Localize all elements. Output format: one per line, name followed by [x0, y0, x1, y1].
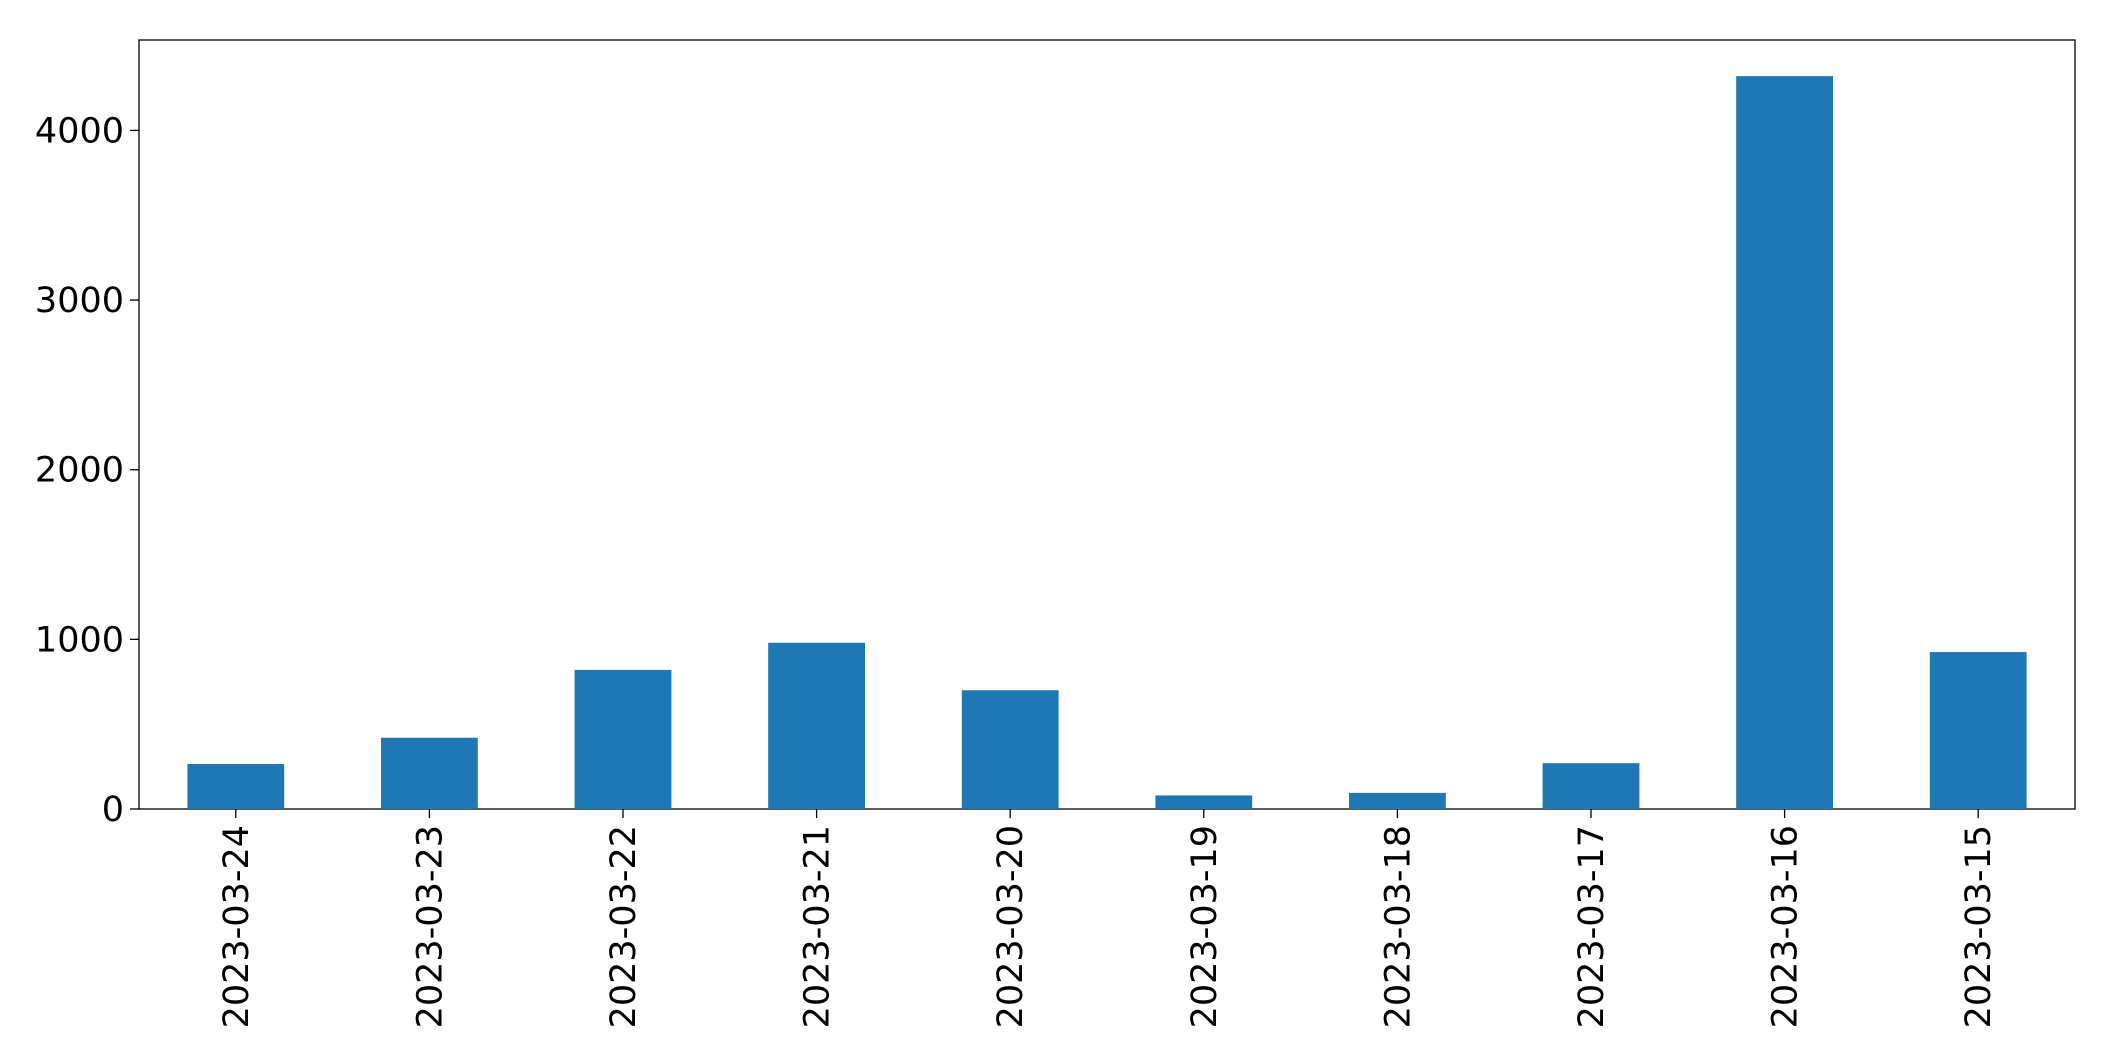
y-tick-label: 0 — [102, 790, 124, 830]
bar — [187, 764, 285, 809]
plot-frame — [138, 39, 2076, 810]
y-tick-label: 1000 — [35, 620, 124, 660]
bar — [1736, 76, 1833, 810]
bar — [1542, 763, 1640, 809]
bar — [1155, 795, 1253, 809]
bar — [574, 669, 672, 809]
x-tick-label: 2023-03-24 — [217, 825, 257, 1028]
x-tick-label: 2023-03-20 — [991, 825, 1031, 1028]
x-tick-label: 2023-03-23 — [410, 825, 450, 1028]
x-tick-label: 2023-03-19 — [1185, 825, 1225, 1028]
x-tick-label: 2023-03-18 — [1378, 825, 1418, 1028]
bar — [1349, 792, 1446, 809]
x-tick-label: 2023-03-21 — [798, 825, 838, 1028]
x-tick-label: 2023-03-22 — [604, 825, 644, 1028]
bar — [768, 642, 865, 809]
y-tick-label: 3000 — [35, 281, 124, 321]
x-tick-label: 2023-03-15 — [1959, 825, 1999, 1028]
y-tick-label: 4000 — [35, 111, 124, 151]
bar — [1929, 652, 2027, 809]
bar — [381, 737, 478, 809]
y-tick-label: 2000 — [35, 451, 124, 491]
bar — [961, 690, 1059, 809]
x-tick-label: 2023-03-16 — [1766, 825, 1806, 1028]
x-tick-label: 2023-03-17 — [1572, 825, 1612, 1028]
